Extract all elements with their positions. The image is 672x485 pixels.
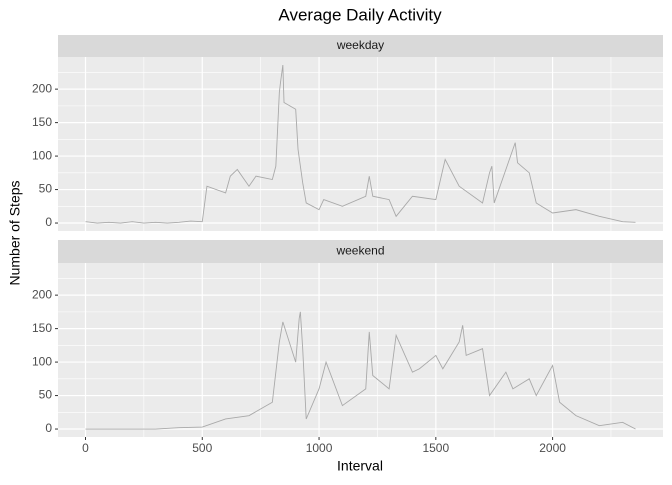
x-tick-label: 2000 [539,441,566,455]
data-line [85,64,636,224]
x-tick-label: 1000 [306,441,333,455]
y-tick-label: 0 [45,421,52,435]
x-tick-label: 0 [82,441,89,455]
y-tick-label: 200 [32,81,52,95]
panel-background [58,57,663,231]
data-line [85,311,636,430]
x-tick-label: 500 [192,441,212,455]
y-tick-label: 50 [39,182,53,196]
y-tick-label: 0 [45,215,52,229]
y-tick-label: 100 [32,354,52,368]
y-tick-label: 150 [32,115,52,129]
y-axis-label: Number of Steps [7,180,23,285]
panel-background [58,263,663,437]
strip-label: weekend [335,244,384,258]
x-tick-label: 1500 [422,441,449,455]
strip [58,240,663,263]
y-tick-label: 200 [32,287,52,301]
strip-label: weekday [336,38,384,52]
chart-title: Average Daily Activity [278,5,442,24]
y-tick-label: 150 [32,321,52,335]
strip [58,35,663,57]
y-tick-label: 100 [32,148,52,162]
y-tick-label: 50 [39,388,53,402]
x-axis-label: Interval [337,458,383,474]
